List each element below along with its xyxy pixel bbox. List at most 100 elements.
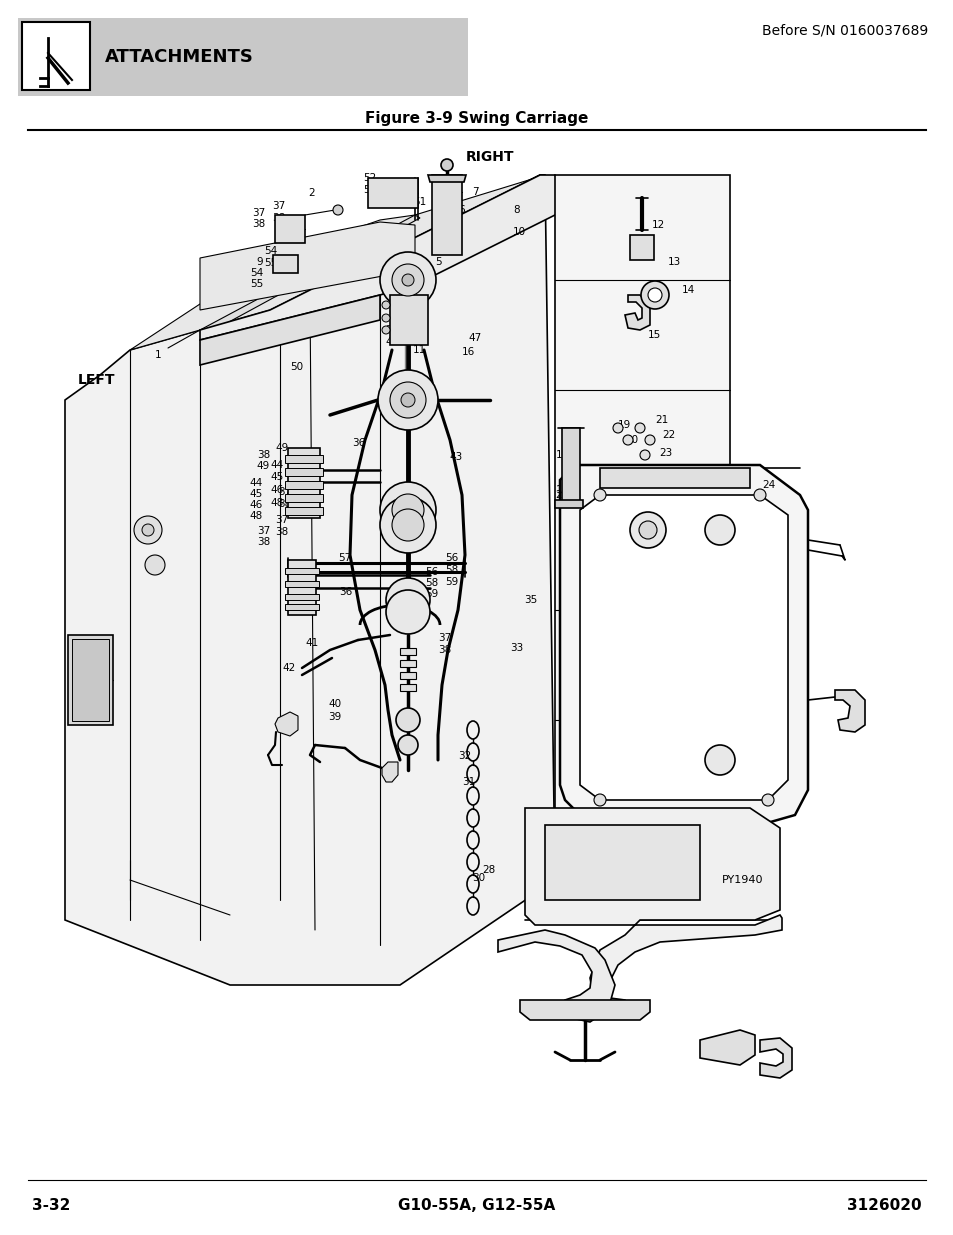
Text: 38: 38 bbox=[256, 537, 270, 547]
Circle shape bbox=[133, 516, 162, 543]
Text: 11: 11 bbox=[413, 345, 426, 354]
Polygon shape bbox=[381, 762, 397, 782]
Circle shape bbox=[401, 274, 414, 287]
Bar bbox=[288, 559, 315, 615]
Circle shape bbox=[333, 205, 343, 215]
Circle shape bbox=[594, 794, 605, 806]
Polygon shape bbox=[200, 175, 559, 340]
Text: 54: 54 bbox=[250, 268, 263, 278]
Text: 37: 37 bbox=[272, 201, 285, 211]
Circle shape bbox=[392, 509, 423, 541]
Text: 2: 2 bbox=[308, 188, 314, 198]
Text: 7: 7 bbox=[472, 186, 478, 198]
Text: 3-32: 3-32 bbox=[32, 1198, 71, 1213]
Bar bbox=[368, 178, 417, 207]
Text: 49: 49 bbox=[274, 443, 288, 453]
Text: 59: 59 bbox=[424, 589, 437, 599]
Text: 28: 28 bbox=[481, 864, 495, 876]
Bar bbox=[599, 468, 749, 488]
Bar bbox=[285, 580, 318, 587]
Text: 19: 19 bbox=[618, 420, 631, 430]
Text: 38: 38 bbox=[252, 219, 265, 228]
Text: 22: 22 bbox=[661, 430, 675, 440]
Bar bbox=[274, 215, 305, 243]
Circle shape bbox=[704, 745, 734, 776]
Text: 55: 55 bbox=[264, 258, 277, 268]
Polygon shape bbox=[65, 175, 555, 986]
Text: 27: 27 bbox=[572, 857, 584, 867]
Bar bbox=[561, 429, 579, 503]
Circle shape bbox=[647, 288, 661, 303]
Bar bbox=[629, 235, 654, 261]
Circle shape bbox=[381, 314, 390, 322]
Text: 42: 42 bbox=[282, 663, 294, 673]
Circle shape bbox=[379, 482, 436, 538]
Text: 55: 55 bbox=[250, 279, 263, 289]
Bar bbox=[432, 175, 461, 254]
Text: 41: 41 bbox=[305, 638, 318, 648]
Text: 37: 37 bbox=[437, 634, 451, 643]
Circle shape bbox=[381, 301, 390, 309]
Text: 32: 32 bbox=[457, 751, 471, 761]
Polygon shape bbox=[130, 175, 544, 350]
Text: 58: 58 bbox=[424, 578, 437, 588]
Text: 38: 38 bbox=[274, 527, 288, 537]
Circle shape bbox=[397, 735, 417, 755]
Polygon shape bbox=[200, 215, 419, 335]
Circle shape bbox=[142, 524, 153, 536]
Text: 30: 30 bbox=[472, 873, 485, 883]
Text: 50: 50 bbox=[290, 362, 303, 372]
Text: LEFT: LEFT bbox=[78, 373, 115, 387]
Circle shape bbox=[386, 578, 430, 622]
Polygon shape bbox=[519, 1000, 649, 1020]
Text: 52: 52 bbox=[363, 173, 375, 183]
Bar bbox=[544, 825, 700, 900]
Circle shape bbox=[379, 252, 436, 308]
Text: 46: 46 bbox=[250, 500, 263, 510]
Text: 20: 20 bbox=[624, 435, 638, 445]
Circle shape bbox=[635, 424, 644, 433]
Text: Before S/N 0160037689: Before S/N 0160037689 bbox=[760, 23, 927, 37]
Polygon shape bbox=[700, 1030, 754, 1065]
Bar bbox=[68, 635, 112, 725]
Text: 48: 48 bbox=[250, 511, 263, 521]
Bar bbox=[285, 480, 323, 489]
Text: 37: 37 bbox=[277, 487, 291, 496]
Text: 29: 29 bbox=[631, 845, 644, 855]
Bar bbox=[285, 454, 323, 463]
Bar bbox=[71, 638, 109, 721]
Polygon shape bbox=[497, 930, 615, 1023]
Polygon shape bbox=[834, 690, 864, 732]
Text: 5: 5 bbox=[435, 257, 441, 267]
Bar bbox=[285, 494, 323, 501]
Text: 33: 33 bbox=[510, 643, 522, 653]
Text: RIGHT: RIGHT bbox=[465, 149, 514, 164]
Polygon shape bbox=[524, 808, 781, 1015]
Text: 43: 43 bbox=[449, 452, 462, 462]
Text: 38: 38 bbox=[272, 212, 285, 224]
Text: 38: 38 bbox=[256, 450, 270, 459]
Text: 12: 12 bbox=[651, 220, 664, 230]
Bar bbox=[285, 568, 318, 574]
Text: 59: 59 bbox=[444, 577, 457, 587]
Bar bbox=[399, 672, 416, 679]
Circle shape bbox=[639, 450, 649, 459]
Polygon shape bbox=[760, 1037, 791, 1078]
Text: 21: 21 bbox=[655, 415, 667, 425]
Text: 3126020: 3126020 bbox=[846, 1198, 921, 1213]
Text: 13: 13 bbox=[667, 257, 680, 267]
Polygon shape bbox=[559, 466, 807, 825]
Circle shape bbox=[379, 496, 436, 553]
Text: 45: 45 bbox=[250, 489, 263, 499]
Text: 9: 9 bbox=[271, 256, 277, 266]
Circle shape bbox=[622, 435, 633, 445]
Bar bbox=[390, 295, 428, 345]
Circle shape bbox=[639, 521, 657, 538]
Text: ATTACHMENTS: ATTACHMENTS bbox=[105, 48, 253, 65]
Text: 15: 15 bbox=[647, 330, 660, 340]
Bar bbox=[285, 468, 323, 475]
Text: 9: 9 bbox=[256, 257, 263, 267]
Text: 47: 47 bbox=[468, 333, 480, 343]
Text: 38: 38 bbox=[277, 499, 291, 509]
Text: 4: 4 bbox=[385, 337, 392, 347]
